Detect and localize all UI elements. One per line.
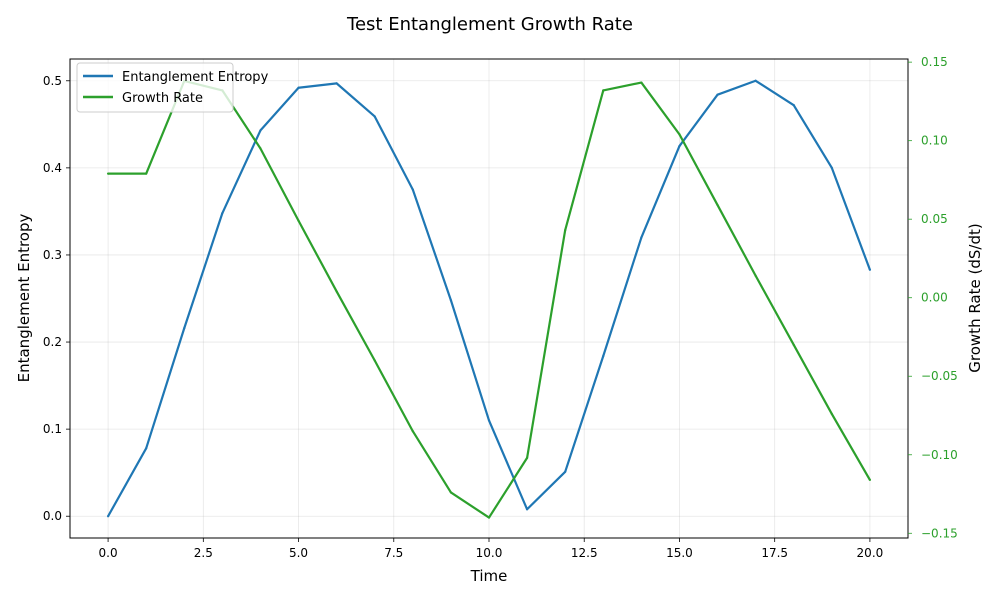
x-axis: 0.0 2.5 5.0 7.5 10.0 12.5 15.0 17.5 20.0 xyxy=(99,538,884,560)
y2-tick-label: 0.05 xyxy=(921,212,948,226)
y-axis-right: −0.15 −0.10 −0.05 0.00 0.05 0.10 0.15 xyxy=(908,55,958,540)
y-tick-label: 0.1 xyxy=(43,422,62,436)
growth-rate-point xyxy=(716,203,719,207)
x-tick-label: 7.5 xyxy=(384,546,403,560)
y2-tick-label: 0.15 xyxy=(921,55,948,69)
y-axis-left: 0.0 0.1 0.2 0.3 0.4 0.5 xyxy=(43,74,70,523)
x-tick-label: 5.0 xyxy=(289,546,308,560)
legend-label-entropy: Entanglement Entropy xyxy=(122,70,269,85)
entropy-point xyxy=(221,212,224,215)
x-tick-label: 15.0 xyxy=(666,546,693,560)
entropy-point xyxy=(792,104,795,107)
legend-box xyxy=(76,62,234,113)
growth-rate-point xyxy=(678,133,681,136)
entropy-point xyxy=(183,327,186,330)
legend-label-growth-rate: Growth Rate xyxy=(122,91,203,106)
y-tick-label: 0.3 xyxy=(43,248,62,262)
entropy-point xyxy=(564,470,567,473)
growth-rate-point xyxy=(792,343,795,346)
growth-rate-point xyxy=(106,172,110,175)
x-tick-label: 2.5 xyxy=(194,546,213,560)
chart-title: Test Entanglement Growth Rate xyxy=(346,14,633,35)
entropy-point xyxy=(640,236,643,239)
entropy-point xyxy=(259,129,262,132)
growth-rate-point xyxy=(259,147,262,150)
entropy-point xyxy=(868,268,872,271)
y2-tick-label: −0.05 xyxy=(921,369,958,383)
y-tick-label: 0.4 xyxy=(43,161,62,175)
growth-rate-point xyxy=(602,89,605,92)
entropy-point xyxy=(297,86,300,89)
growth-rate-point xyxy=(335,290,338,293)
growth-rate-point xyxy=(487,516,491,519)
entropy-point xyxy=(830,166,833,169)
x-tick-label: 17.5 xyxy=(761,546,788,560)
growth-rate-point xyxy=(640,81,643,84)
y-tick-label: 0.5 xyxy=(43,74,62,88)
entropy-point xyxy=(411,188,414,191)
y2-tick-label: −0.10 xyxy=(921,448,958,462)
entropy-point xyxy=(716,93,719,96)
entropy-point xyxy=(449,299,453,302)
entropy-point xyxy=(145,447,148,450)
y-axis-title: Entanglement Entropy xyxy=(15,214,33,383)
entropy-point xyxy=(754,79,757,82)
x-tick-label: 12.5 xyxy=(571,546,598,560)
entropy-point xyxy=(335,82,338,85)
growth-rate-point xyxy=(868,478,872,481)
x-tick-label: 0.0 xyxy=(99,546,118,560)
growth-rate-point xyxy=(411,430,414,433)
entropy-point xyxy=(106,515,110,518)
entropy-point xyxy=(487,419,491,422)
y2-tick-label: 0.00 xyxy=(921,291,948,305)
growth-rate-point xyxy=(449,491,453,494)
legend: Entanglement Entropy Growth Rate xyxy=(76,62,269,113)
y2-tick-label: −0.15 xyxy=(921,526,958,540)
entropy-point xyxy=(373,115,376,118)
growth-rate-point xyxy=(297,219,300,222)
y2-tick-label: 0.10 xyxy=(921,134,948,148)
growth-rate-point xyxy=(754,274,757,277)
growth-rate-point xyxy=(525,456,529,460)
x-tick-label: 10.0 xyxy=(476,546,503,560)
growth-rate-point xyxy=(145,172,148,175)
entropy-point xyxy=(602,354,605,358)
growth-rate-point xyxy=(564,229,567,232)
entropy-point xyxy=(678,144,681,148)
y2-axis-title: Growth Rate (dS/dt) xyxy=(966,223,984,372)
growth-rate-point xyxy=(373,359,376,362)
y-tick-label: 0.2 xyxy=(43,335,62,349)
growth-rate-point xyxy=(830,412,833,416)
x-tick-label: 20.0 xyxy=(857,546,884,560)
y-tick-label: 0.0 xyxy=(43,509,62,523)
series-lines xyxy=(106,79,872,519)
entropy-point xyxy=(525,508,529,511)
x-axis-title: Time xyxy=(470,567,508,585)
